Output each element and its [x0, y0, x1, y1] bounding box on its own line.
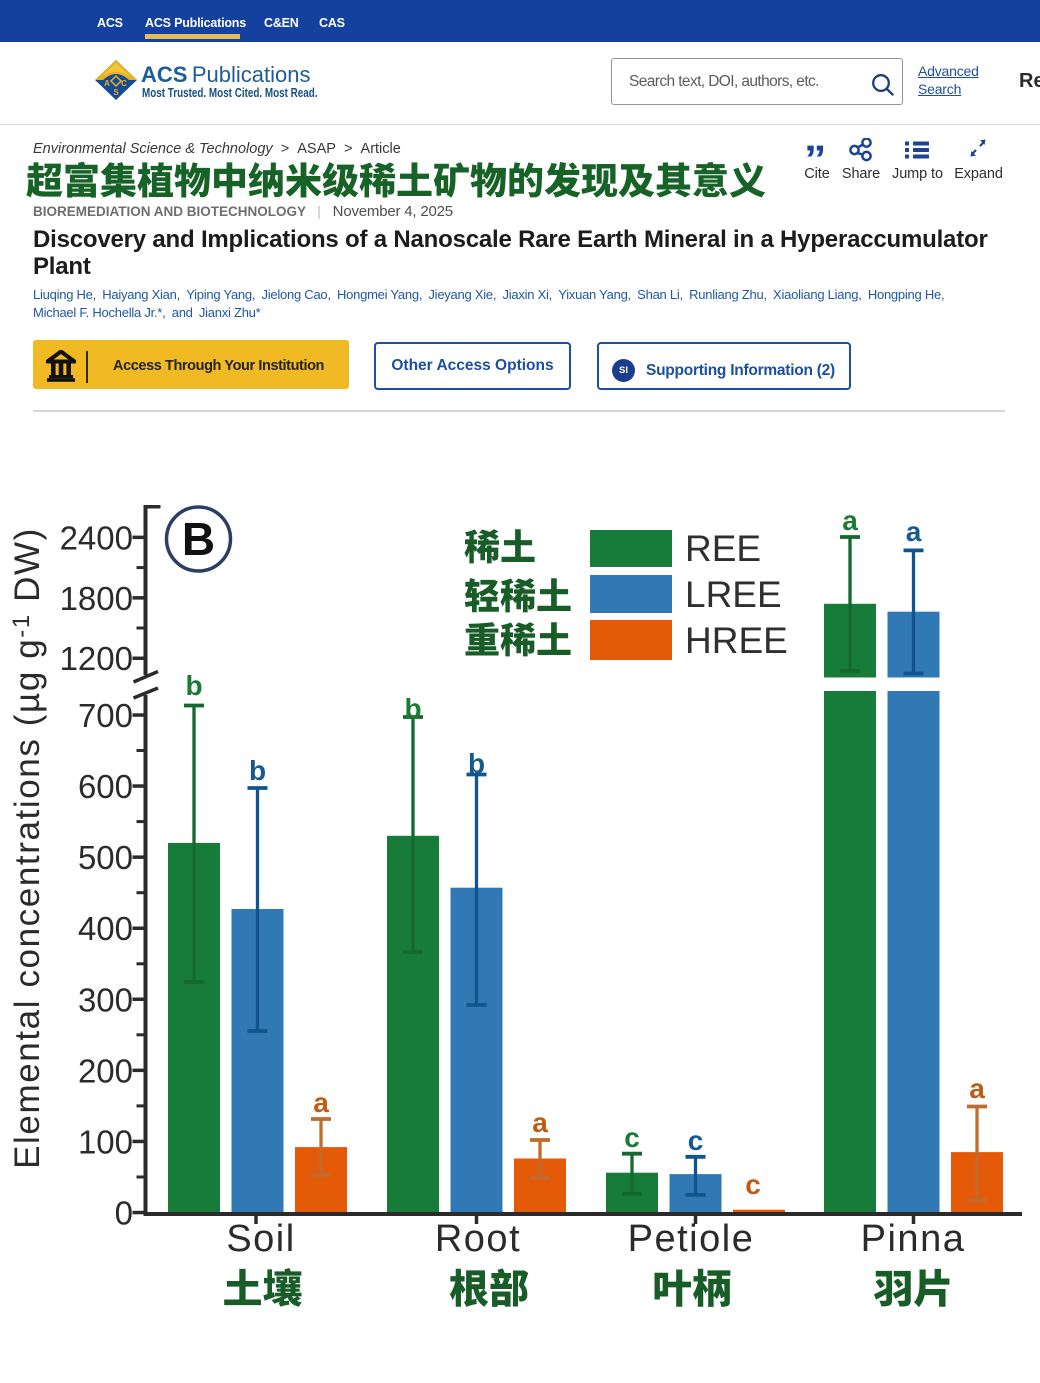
svg-text:b: b	[468, 748, 485, 779]
svg-text:HREE: HREE	[685, 620, 788, 661]
svg-text:1800: 1800	[60, 580, 133, 617]
svg-text:B: B	[182, 513, 215, 565]
svg-text:b: b	[249, 755, 266, 786]
svg-text:C: C	[121, 79, 127, 88]
svg-text:Root: Root	[435, 1218, 521, 1260]
svg-text:Jump to: Jump to	[892, 166, 943, 182]
svg-text:300: 300	[78, 981, 133, 1018]
svg-text:0: 0	[115, 1195, 133, 1232]
svg-text:c: c	[624, 1122, 640, 1153]
svg-text:1200: 1200	[60, 640, 133, 677]
svg-text:A: A	[104, 79, 110, 88]
svg-text:600: 600	[78, 768, 133, 805]
svg-text:”: ”	[804, 138, 826, 180]
svg-text:Elemental concentrations (µg g: Elemental concentrations (µg g-1 DW)	[8, 527, 47, 1169]
svg-text:S: S	[113, 88, 119, 97]
svg-text:500: 500	[78, 839, 133, 876]
svg-text:a: a	[842, 505, 858, 536]
svg-text:b: b	[185, 670, 202, 701]
svg-text:a: a	[313, 1087, 329, 1118]
svg-text:LREE: LREE	[685, 574, 782, 615]
svg-text:Pinna: Pinna	[861, 1218, 966, 1260]
svg-text:200: 200	[78, 1052, 133, 1089]
svg-text:Cite: Cite	[804, 166, 829, 182]
svg-text:400: 400	[78, 910, 133, 947]
svg-text:2400: 2400	[60, 519, 133, 556]
svg-text:Petiole: Petiole	[628, 1218, 755, 1260]
svg-text:c: c	[745, 1169, 761, 1200]
svg-text:100: 100	[78, 1123, 133, 1160]
svg-text:b: b	[404, 693, 421, 724]
svg-text:Share: Share	[842, 166, 880, 182]
svg-text:700: 700	[78, 697, 133, 734]
svg-text:REE: REE	[685, 528, 761, 569]
svg-text:c: c	[688, 1125, 704, 1156]
svg-text:a: a	[969, 1073, 985, 1104]
svg-text:a: a	[906, 516, 922, 547]
svg-text:a: a	[532, 1107, 548, 1138]
svg-text:Soil: Soil	[226, 1218, 295, 1260]
svg-text:Expand: Expand	[954, 166, 1003, 182]
